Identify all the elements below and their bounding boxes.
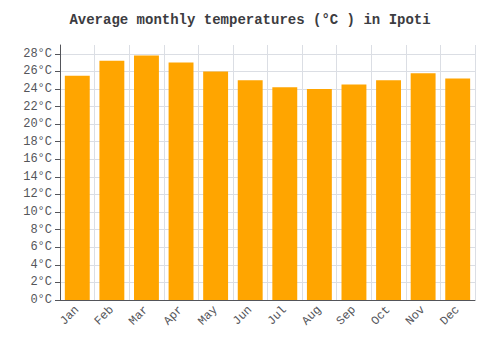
svg-text:Dec: Dec [438, 303, 463, 328]
svg-text:2°C: 2°C [30, 275, 52, 289]
svg-text:Nov: Nov [403, 303, 428, 328]
svg-text:Oct: Oct [368, 303, 393, 328]
svg-text:0°C: 0°C [30, 293, 52, 307]
svg-text:Jan: Jan [57, 303, 82, 328]
svg-text:Sep: Sep [334, 303, 359, 328]
svg-text:Aug: Aug [299, 303, 324, 328]
svg-text:22°C: 22°C [23, 100, 52, 114]
svg-text:10°C: 10°C [23, 205, 52, 219]
svg-text:Mar: Mar [126, 303, 151, 328]
svg-text:18°C: 18°C [23, 135, 52, 149]
svg-text:May: May [195, 303, 220, 328]
svg-text:24°C: 24°C [23, 82, 52, 96]
svg-text:14°C: 14°C [23, 170, 52, 184]
svg-text:28°C: 28°C [23, 47, 52, 61]
svg-text:16°C: 16°C [23, 152, 52, 166]
svg-text:Apr: Apr [161, 303, 186, 328]
svg-text:20°C: 20°C [23, 117, 52, 131]
svg-text:26°C: 26°C [23, 64, 52, 78]
svg-text:Jul: Jul [265, 303, 290, 328]
svg-text:6°C: 6°C [30, 240, 52, 254]
svg-text:Jun: Jun [230, 303, 255, 328]
svg-text:8°C: 8°C [30, 223, 52, 237]
svg-text:Feb: Feb [92, 303, 117, 328]
svg-text:12°C: 12°C [23, 187, 52, 201]
svg-text:4°C: 4°C [30, 258, 52, 272]
svg-text:Average monthly temperatures (: Average monthly temperatures (°C ) in Ip… [69, 12, 430, 28]
